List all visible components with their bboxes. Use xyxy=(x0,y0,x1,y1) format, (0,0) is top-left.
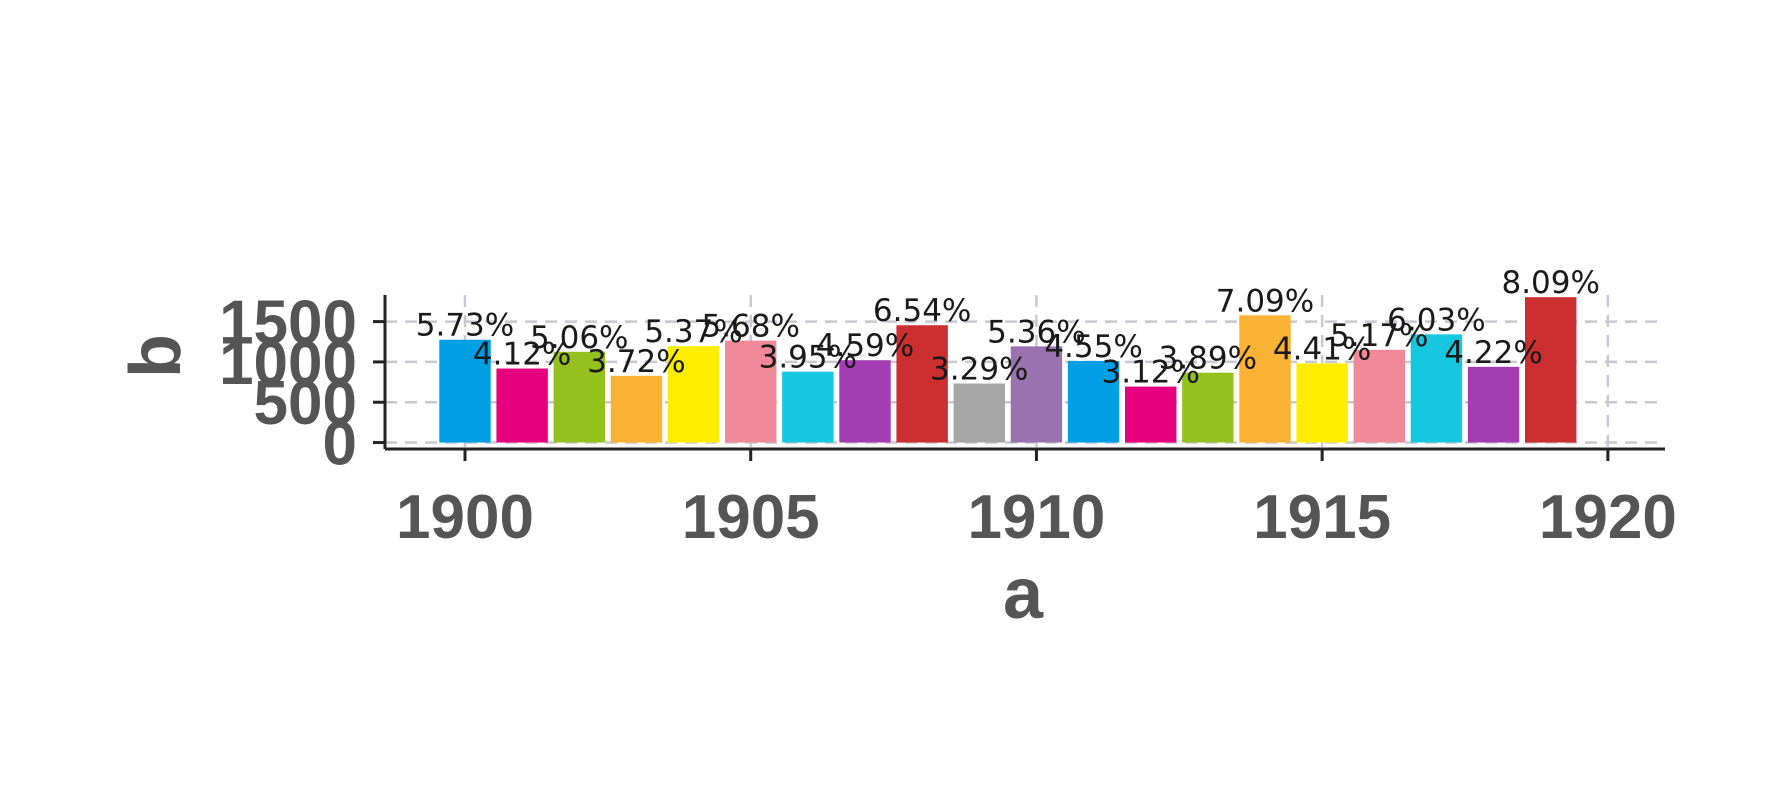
data-label-1905: 5.68% xyxy=(701,309,799,345)
data-label-1908: 6.54% xyxy=(873,293,971,329)
data-label-1902: 5.06% xyxy=(530,320,628,356)
data-label-1901: 4.12% xyxy=(473,337,571,373)
bar-1909 xyxy=(953,383,1005,443)
bar-1900 xyxy=(439,339,491,443)
y-tick-label-1000: 1000 xyxy=(219,329,357,398)
bar-1914 xyxy=(1239,315,1291,443)
x-axis-title: a xyxy=(1003,554,1044,634)
data-label-1918: 4.22% xyxy=(1444,335,1542,371)
axes xyxy=(373,295,1665,461)
data-label-1900: 5.73% xyxy=(416,308,514,344)
data-label-1919: 8.09% xyxy=(1501,265,1599,301)
bar-1918 xyxy=(1467,366,1520,443)
bar-1919 xyxy=(1525,297,1577,443)
y-tick-label-1500: 1500 xyxy=(219,289,357,358)
data-label-1904: 5.37% xyxy=(644,314,742,350)
data-label-1910: 5.36% xyxy=(987,314,1085,350)
bar-1915 xyxy=(1296,363,1348,443)
data-labels: 5.73%4.12%5.06%3.72%5.37%5.68%3.95%4.59%… xyxy=(416,265,1600,390)
data-label-1916: 5.17% xyxy=(1330,318,1428,354)
bar-1910 xyxy=(1010,346,1063,443)
bar-1912 xyxy=(1125,386,1177,443)
bar-1905 xyxy=(725,340,777,443)
data-label-1907: 4.59% xyxy=(816,328,914,364)
data-label-1914: 7.09% xyxy=(1216,283,1314,319)
bar-1906 xyxy=(782,371,834,443)
data-label-1911: 4.55% xyxy=(1044,329,1142,365)
bar-1907 xyxy=(839,360,891,443)
bar-1911 xyxy=(1067,360,1120,443)
x-tick-label-1900: 1900 xyxy=(396,483,534,552)
y-axis-title: b xyxy=(116,334,196,378)
bar-1916 xyxy=(1353,349,1405,443)
bar-1902 xyxy=(553,351,605,443)
bar-1917 xyxy=(1410,334,1463,443)
bar-1913 xyxy=(1182,372,1234,443)
data-label-1917: 6.03% xyxy=(1387,302,1485,338)
bars xyxy=(439,297,1577,443)
x-tick-label-1910: 1910 xyxy=(967,483,1105,552)
y-tick-label-500: 500 xyxy=(254,369,357,438)
x-tick-label-1905: 1905 xyxy=(682,483,820,552)
data-label-1913: 3.89% xyxy=(1159,341,1257,377)
bar-1904 xyxy=(667,346,720,443)
bar-1901 xyxy=(496,368,548,443)
data-label-1915: 4.41% xyxy=(1273,331,1371,367)
y-tick-label-0: 0 xyxy=(323,410,357,479)
data-label-1906: 3.95% xyxy=(759,340,857,376)
data-label-1912: 3.12% xyxy=(1101,355,1199,391)
x-tick-label-1920: 1920 xyxy=(1539,483,1677,552)
data-label-1909: 3.29% xyxy=(930,352,1028,388)
x-tick-label-1915: 1915 xyxy=(1253,483,1391,552)
bar-1903 xyxy=(610,375,663,443)
data-label-1903: 3.72% xyxy=(587,344,685,380)
bar-1908 xyxy=(896,325,948,443)
